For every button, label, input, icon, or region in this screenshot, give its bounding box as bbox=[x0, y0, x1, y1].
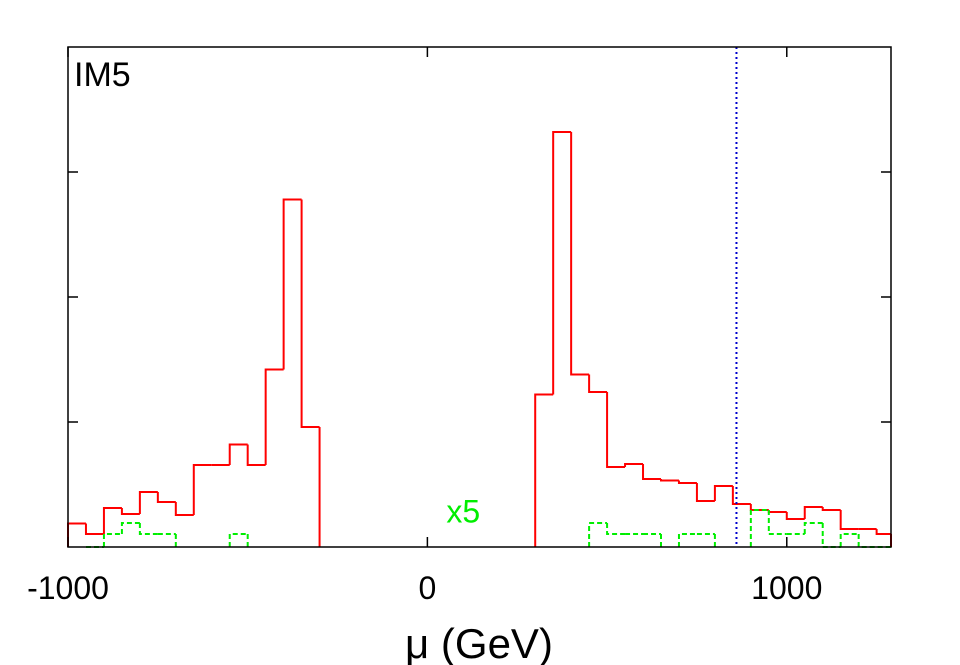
histogram-bin bbox=[731, 486, 751, 505]
histogram-bin bbox=[803, 506, 823, 519]
histogram-bin bbox=[534, 393, 554, 547]
histogram-bin bbox=[677, 480, 697, 484]
panel-label: IM5 bbox=[74, 56, 131, 94]
histogram-bin bbox=[677, 533, 697, 547]
histogram-bin bbox=[588, 522, 608, 547]
x-tick-label: 0 bbox=[418, 570, 436, 606]
histogram-bin bbox=[767, 510, 787, 535]
histogram-bin bbox=[264, 368, 284, 465]
histogram-bin bbox=[156, 492, 176, 503]
histogram-bin bbox=[624, 463, 644, 467]
series-layer bbox=[67, 131, 892, 548]
histogram-bin bbox=[588, 374, 608, 393]
histogram-bin bbox=[246, 444, 266, 466]
x-tick-label: 1000 bbox=[751, 570, 822, 606]
histogram-bin bbox=[174, 502, 194, 516]
histogram-bin bbox=[102, 507, 122, 534]
histogram-bin bbox=[803, 522, 823, 534]
histogram-bin bbox=[228, 533, 248, 547]
histogram-bin bbox=[839, 510, 859, 530]
histogram-bin bbox=[102, 533, 122, 547]
histogram-bin bbox=[138, 491, 158, 514]
scale-annotation: x5 bbox=[446, 494, 480, 530]
histogram-bin bbox=[821, 507, 841, 511]
histogram-bin bbox=[300, 199, 320, 428]
histogram-bin bbox=[138, 523, 158, 535]
x-axis-title: μ (GeV) bbox=[405, 620, 553, 665]
axes-layer bbox=[67, 46, 892, 548]
histogram-bin bbox=[749, 509, 769, 547]
histogram-bin bbox=[606, 392, 626, 468]
histogram-bin bbox=[642, 464, 661, 480]
histogram-bin bbox=[228, 443, 248, 465]
histogram-bin bbox=[570, 132, 590, 376]
histogram-bin bbox=[695, 483, 715, 502]
histogram-bin bbox=[606, 523, 626, 535]
histogram-bin bbox=[192, 464, 212, 515]
histogram-bin bbox=[713, 485, 733, 501]
histogram-bin bbox=[839, 533, 859, 547]
histogram-bin bbox=[120, 508, 140, 515]
series-0 bbox=[67, 131, 892, 547]
series-1 bbox=[85, 509, 891, 548]
histogram-bin bbox=[659, 479, 679, 482]
histogram-bin bbox=[120, 522, 140, 534]
histogram-bin bbox=[875, 529, 891, 535]
histogram-bin bbox=[84, 523, 104, 535]
x-tick-label: -1000 bbox=[27, 570, 109, 606]
histogram-bin bbox=[785, 512, 805, 520]
histogram-bin bbox=[282, 198, 302, 370]
label-layer: IM5 μ (GeV) -1000 0 1000 x5 bbox=[27, 56, 822, 665]
histogram-bin bbox=[552, 131, 572, 395]
